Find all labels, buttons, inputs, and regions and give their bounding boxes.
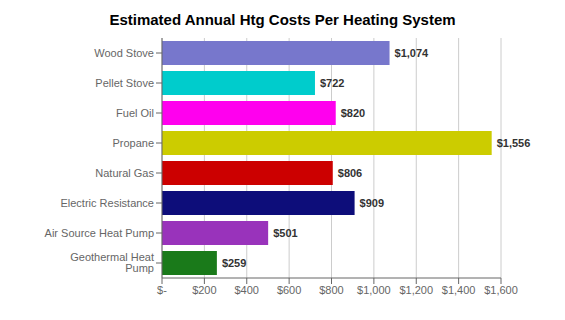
svg-text:$1,200: $1,200 bbox=[399, 284, 433, 296]
svg-text:$1,000: $1,000 bbox=[357, 284, 391, 296]
svg-text:Natural Gas: Natural Gas bbox=[95, 167, 154, 179]
svg-text:$600: $600 bbox=[277, 284, 301, 296]
svg-text:Fuel Oil: Fuel Oil bbox=[116, 107, 154, 119]
svg-text:$259: $259 bbox=[222, 257, 246, 269]
svg-text:Air Source Heat Pump: Air Source Heat Pump bbox=[45, 227, 154, 239]
svg-text:$1,600: $1,600 bbox=[484, 284, 518, 296]
svg-text:$1,074: $1,074 bbox=[395, 47, 430, 59]
svg-text:Geothermal HeatPump: Geothermal HeatPump bbox=[70, 251, 154, 274]
svg-text:$400: $400 bbox=[235, 284, 259, 296]
svg-text:$722: $722 bbox=[320, 77, 344, 89]
svg-text:Electric Resistance: Electric Resistance bbox=[60, 197, 154, 209]
svg-text:Propane: Propane bbox=[112, 137, 154, 149]
html-text:Estimated Annual Htg Costs Per: Estimated Annual Htg Costs Per Heating S… bbox=[109, 11, 456, 28]
svg-text:$-: $- bbox=[157, 284, 167, 296]
svg-text:$800: $800 bbox=[319, 284, 343, 296]
svg-text:$1,400: $1,400 bbox=[442, 284, 476, 296]
svg-text:Wood Stove: Wood Stove bbox=[94, 47, 154, 59]
svg-text:$806: $806 bbox=[338, 167, 362, 179]
svg-text:$501: $501 bbox=[273, 227, 297, 239]
svg-text:$820: $820 bbox=[341, 107, 365, 119]
svg-text:$200: $200 bbox=[192, 284, 216, 296]
svg-text:$1,556: $1,556 bbox=[497, 137, 531, 149]
svg-text:Pellet Stove: Pellet Stove bbox=[95, 77, 154, 89]
svg-text:$909: $909 bbox=[360, 197, 384, 209]
